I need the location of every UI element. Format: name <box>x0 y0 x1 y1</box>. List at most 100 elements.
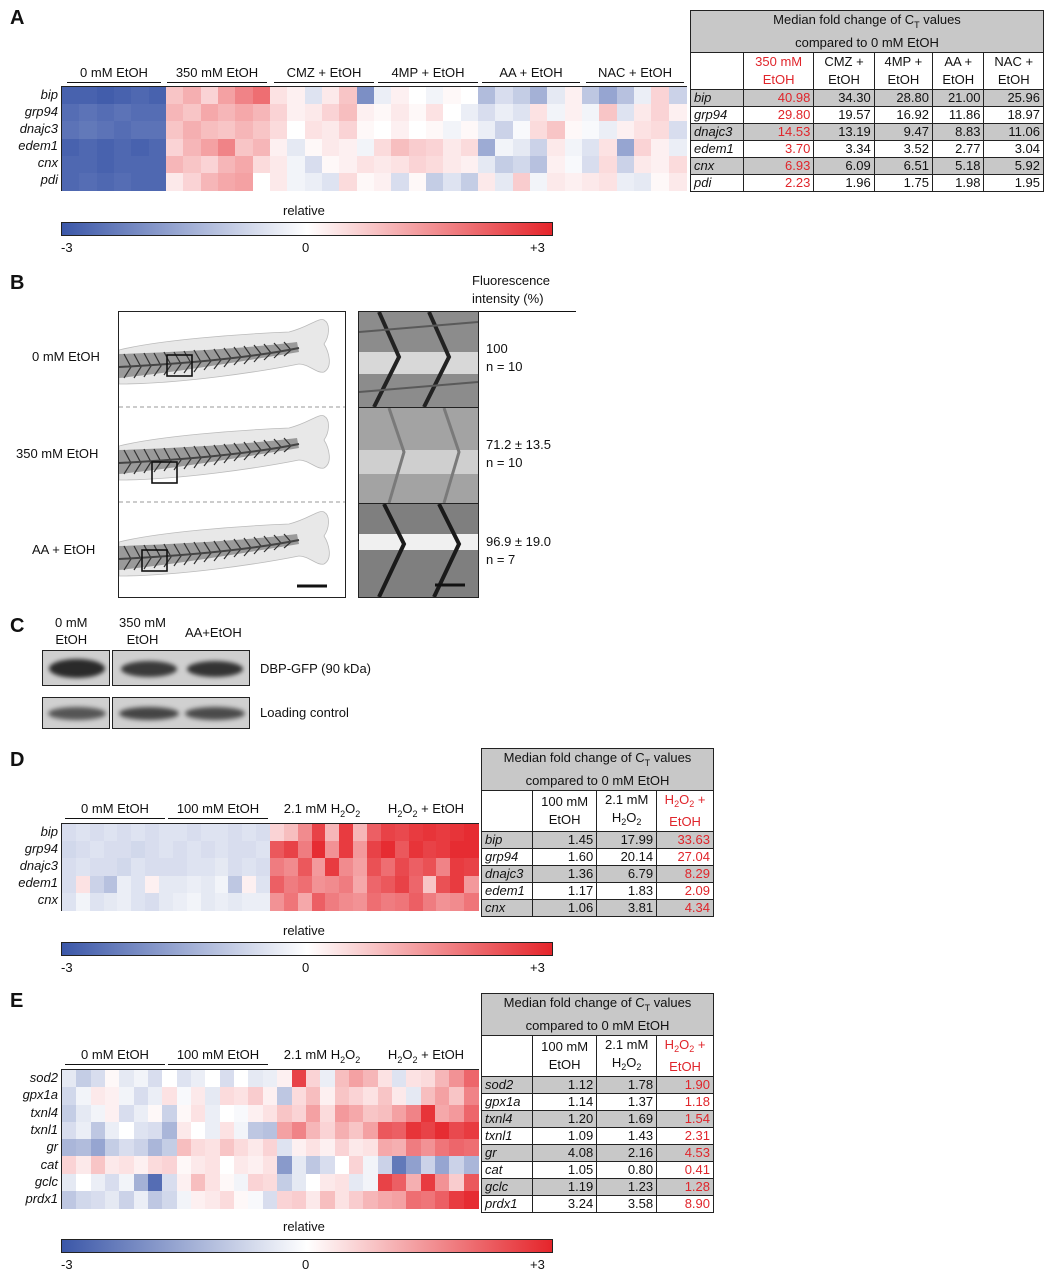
heatmap-cell <box>183 155 202 174</box>
heatmap-cell <box>218 172 236 191</box>
heatmap-cell <box>62 892 77 911</box>
panel-letter-d: D <box>10 749 25 771</box>
panel-letter-a: A <box>10 7 25 29</box>
heatmap-cell <box>464 824 479 842</box>
heatmap-cell <box>634 172 652 191</box>
heatmap-cell <box>408 104 427 122</box>
heatmap-cell <box>218 121 236 140</box>
table-cell: 5.18 <box>931 156 985 175</box>
heatmap-cell <box>114 172 132 191</box>
row-gene: cnx <box>690 156 744 175</box>
heatmap-cell <box>131 858 146 877</box>
table-cell: 14.53 <box>742 122 815 141</box>
lane-label: AA+EtOH <box>185 625 242 640</box>
heatmap-cell <box>450 841 465 859</box>
heatmap-cell <box>530 121 548 140</box>
loading-control-band <box>42 697 110 729</box>
table-cell: 11.86 <box>931 105 985 124</box>
gene-label: bip <box>40 87 58 102</box>
heatmap-cell <box>311 824 327 842</box>
heatmap-cell <box>426 104 444 122</box>
heatmap-cell <box>148 1139 163 1157</box>
heatmap-cell <box>270 892 285 911</box>
heatmap-cell <box>252 172 271 191</box>
heatmap-cell <box>322 121 340 140</box>
zoom-panel <box>358 311 479 598</box>
heatmap-cell <box>183 104 202 122</box>
heatmap-cell <box>148 104 167 122</box>
heatmap-cell <box>133 1139 149 1157</box>
heatmap-cell <box>460 104 479 122</box>
heatmap-cell <box>348 1087 364 1106</box>
heatmap-cell <box>277 1121 293 1140</box>
heatmap-cell <box>218 87 236 105</box>
column-header: 100 mM EtOH <box>531 1034 598 1078</box>
heatmap-cell <box>356 87 375 105</box>
heatmap-cell <box>495 87 514 105</box>
table-cell: 1.14 <box>531 1093 598 1112</box>
heatmap-cell <box>304 87 323 105</box>
heatmap-cell <box>377 1104 393 1123</box>
heatmap-cell <box>75 892 91 911</box>
heatmap-cell <box>339 138 358 157</box>
heatmap-cell <box>219 1139 235 1157</box>
table-cell: 40.98 <box>742 88 815 107</box>
table-cell: 25.96 <box>983 88 1044 107</box>
gene-label: cnx <box>37 155 58 170</box>
heatmap-cell <box>374 155 392 174</box>
heatmap-cell <box>434 1104 450 1123</box>
heatmap-cell <box>96 138 115 157</box>
heatmap-cell <box>205 1173 221 1192</box>
heatmap-cell <box>353 824 368 842</box>
heatmap-cell <box>394 892 410 911</box>
column-header: 4MP + EtOH <box>873 51 933 90</box>
heatmap-cell <box>297 841 313 859</box>
heatmap-cell <box>304 155 323 174</box>
heatmap-cell <box>495 172 514 191</box>
table-cell: 3.24 <box>531 1195 598 1214</box>
heatmap-cell <box>394 875 410 894</box>
heatmap-cell <box>305 1156 321 1175</box>
heatmap-cell <box>270 841 285 859</box>
heatmap-cell <box>464 875 479 894</box>
heatmap-cell <box>651 172 670 191</box>
heatmap-cell <box>228 841 243 859</box>
heatmap-cell <box>305 1070 321 1088</box>
heatmap-cell <box>478 138 496 157</box>
heatmap-cell <box>148 1087 163 1106</box>
heatmap-cell <box>270 138 288 157</box>
heatmap-cell <box>248 1070 264 1088</box>
gene-label: txnl1 <box>30 1121 58 1137</box>
heatmap-cell <box>62 1190 77 1209</box>
table-cell: 16.92 <box>873 105 933 124</box>
row-gene: cnx <box>481 899 533 918</box>
table-cell: 1.60 <box>531 848 598 867</box>
heatmap-cell <box>62 1156 77 1175</box>
heatmap-cell <box>200 121 219 140</box>
heatmap-cell <box>443 155 462 174</box>
heatmap-cell <box>270 875 285 894</box>
table-cell: 2.16 <box>596 1144 658 1163</box>
heatmap-cell <box>291 1173 307 1192</box>
table-cell: 1.19 <box>531 1178 598 1197</box>
gene-label: gpx1a <box>22 1087 58 1103</box>
heatmap-cell <box>176 1173 192 1192</box>
heatmap-cell <box>339 858 354 877</box>
heatmap-cell <box>96 104 115 122</box>
heatmap-cell <box>339 87 358 105</box>
heatmap-cell <box>463 1121 479 1140</box>
heatmap-cell <box>420 1070 436 1088</box>
heatmap-cell <box>79 121 98 140</box>
heatmap-cell <box>582 155 600 174</box>
heatmap-cell <box>228 824 243 842</box>
table-cell: 1.18 <box>656 1093 714 1112</box>
table-row: gr 4.08 2.16 4.53 <box>481 1144 714 1163</box>
heatmap-cell <box>422 824 437 842</box>
heatmap-cell <box>449 1121 465 1140</box>
heatmap-cell <box>183 87 202 105</box>
heatmap-cell <box>218 155 236 174</box>
heatmap-cell <box>463 1156 479 1175</box>
gene-label: grp94 <box>24 104 58 119</box>
heatmap-cell <box>450 824 465 842</box>
heatmap-cell <box>62 858 77 877</box>
